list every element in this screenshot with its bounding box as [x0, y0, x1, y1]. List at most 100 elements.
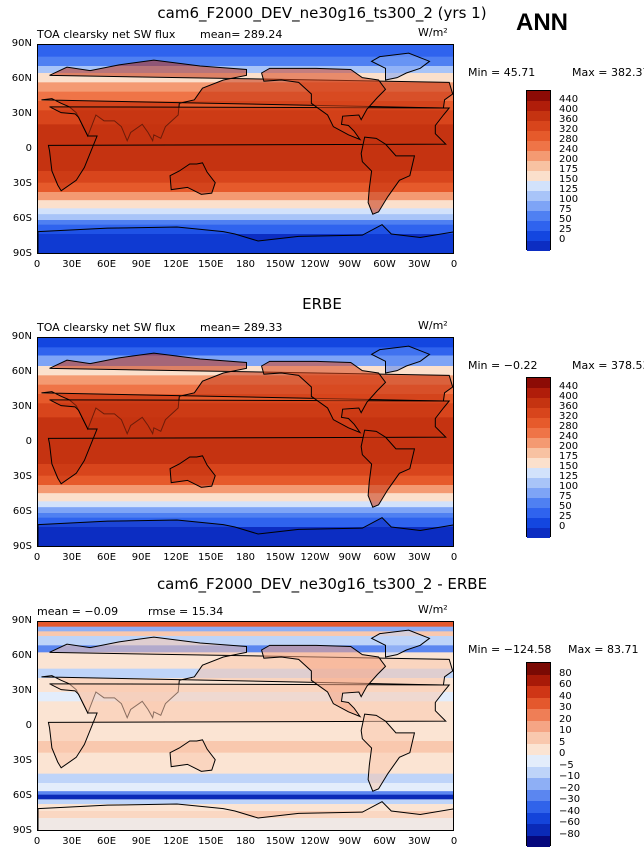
colorbar-label: 400 — [559, 104, 579, 115]
colorbar-label: 125 — [559, 471, 579, 482]
lon-tick-label: 60W — [373, 552, 396, 563]
lon-tick-label: 60W — [373, 836, 396, 847]
lat-tick-label: 30S — [12, 178, 32, 189]
colorbar-label: 280 — [559, 134, 579, 145]
lon-tick-label: 90E — [131, 259, 151, 270]
colorbar-swatch — [527, 378, 550, 388]
lat-tick-label: 60S — [12, 506, 32, 517]
lon-tick-label: 150W — [265, 259, 295, 270]
lon-tick-label: 30W — [407, 259, 431, 270]
colorbar-label: 440 — [559, 94, 579, 105]
lon-tick-label: 120W — [300, 552, 330, 563]
colorbar-swatch — [527, 221, 550, 231]
lat-tick-label: 60N — [11, 73, 32, 84]
colorbar-swatch — [527, 241, 550, 251]
panel-mean-label: mean= 289.24 — [200, 28, 283, 41]
colorbar-label: 400 — [559, 391, 579, 402]
colorbar-swatch — [527, 488, 550, 498]
colorbar-swatch — [527, 789, 550, 801]
colorbar-swatch — [527, 388, 550, 398]
colorbar-swatch — [527, 231, 550, 241]
colorbar-label: 440 — [559, 381, 579, 392]
colorbar-swatch — [527, 171, 550, 181]
lat-tick-label: 30N — [11, 401, 32, 412]
colorbar-swatch — [527, 709, 550, 721]
panel-max: Max = 382.37 — [572, 66, 644, 79]
lon-tick-label: 60W — [373, 259, 396, 270]
panel-title: cam6_F2000_DEV_ne30g16_ts300_2 (yrs 1) — [157, 4, 487, 22]
lat-tick-label: 30S — [12, 755, 32, 766]
lon-tick-label: 60E — [96, 259, 117, 270]
lat-tick-label: 90S — [12, 248, 32, 259]
colorbar-swatch — [527, 468, 550, 478]
colorbar-swatch — [527, 91, 550, 101]
lon-tick-label: 90W — [338, 836, 362, 847]
colorbar-label: 5 — [559, 736, 566, 748]
colorbar-label: 240 — [559, 144, 579, 155]
lat-tick-label: 60N — [11, 650, 32, 661]
panel-min: Min = 45.71 — [468, 66, 536, 79]
colorbar-swatch — [527, 458, 550, 468]
colorbar-label: −5 — [559, 759, 574, 771]
lat-tick-label: 60N — [11, 366, 32, 377]
lon-tick-label: 150W — [265, 552, 295, 563]
colorbar-label: 360 — [559, 401, 579, 412]
colorbar-label: 360 — [559, 114, 579, 125]
colorbar-swatch — [527, 191, 550, 201]
colorbar-swatch — [527, 101, 550, 111]
lon-tick-label: 0 — [450, 836, 458, 847]
colorbar-swatch — [527, 141, 550, 151]
lon-tick-label: 120E — [163, 552, 189, 563]
colorbar-label: 200 — [559, 441, 579, 452]
lon-tick-label: 0 — [33, 552, 41, 563]
colorbar-swatch — [527, 663, 550, 675]
colorbar-label: −10 — [559, 771, 581, 782]
lon-tick-label: 90W — [338, 259, 362, 270]
colorbar — [526, 90, 551, 251]
panel-units: W/m² — [418, 319, 448, 332]
colorbar-label: −40 — [559, 805, 581, 817]
lon-tick-label: 180 — [235, 552, 256, 563]
colorbar-swatch — [527, 766, 550, 778]
panel-units: W/m² — [418, 26, 448, 39]
lon-tick-label: 150E — [198, 552, 224, 563]
lon-tick-label: 60E — [96, 836, 117, 847]
colorbar-swatch — [527, 674, 550, 686]
panel-max: Max = 83.71 — [568, 643, 639, 656]
colorbar-swatch — [527, 121, 550, 131]
colorbar-swatch — [527, 151, 550, 161]
lat-tick-label: 0 — [25, 720, 32, 731]
lat-tick-label: 90S — [12, 825, 32, 836]
colorbar-label: 150 — [559, 461, 579, 472]
colorbar-swatch — [527, 755, 550, 767]
lat-tick-label: 0 — [25, 436, 32, 447]
panel-title: ERBE — [302, 295, 342, 313]
colorbar-label: 50 — [559, 501, 572, 512]
colorbar — [526, 662, 551, 847]
colorbar-swatch — [527, 743, 550, 755]
colorbar-label: −30 — [559, 794, 581, 805]
colorbar-swatch — [527, 508, 550, 518]
colorbar-label: 75 — [559, 204, 572, 215]
colorbar-swatch — [527, 131, 550, 141]
colorbar-swatch — [527, 161, 550, 171]
lon-tick-label: 30W — [407, 552, 431, 563]
colorbar-label: 320 — [559, 124, 579, 135]
lon-tick-label: 90E — [131, 552, 151, 563]
colorbar-label: 175 — [559, 164, 579, 175]
season-label: ANN — [516, 9, 568, 36]
colorbar-label: 0 — [559, 521, 566, 532]
lon-tick-label: 0 — [450, 552, 458, 563]
colorbar-swatch — [527, 824, 550, 836]
colorbar-swatch — [527, 408, 550, 418]
panel-min: Min = −0.22 — [468, 359, 538, 372]
colorbar-swatch — [527, 111, 550, 121]
colorbar-swatch — [527, 438, 550, 448]
lon-tick-label: 30W — [407, 836, 431, 847]
colorbar-label: −80 — [559, 828, 581, 840]
colorbar-label: 240 — [559, 431, 579, 442]
colorbar-label: 80 — [559, 667, 572, 679]
lat-tick-label: 90N — [11, 38, 32, 49]
colorbar-swatch — [527, 801, 550, 813]
lon-tick-label: 180 — [235, 836, 256, 847]
